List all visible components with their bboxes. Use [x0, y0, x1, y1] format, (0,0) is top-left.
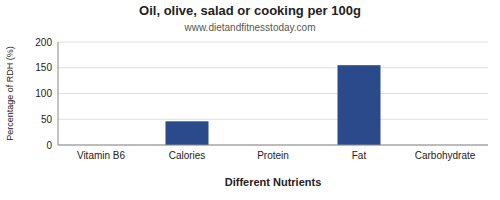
y-axis-line — [58, 42, 59, 145]
subtitle: www.dietandfitnesstoday.com — [184, 22, 316, 33]
bar — [338, 65, 381, 145]
y-axis-title: Percentage of RDH (%) — [5, 46, 15, 141]
y-tick-label: 0 — [46, 140, 52, 151]
bars — [166, 65, 381, 145]
grid-line — [58, 119, 488, 120]
chart-svg: Oil, olive, salad or cooking per 100g www… — [0, 0, 500, 200]
x-tick-label: Calories — [169, 150, 206, 161]
grid-line — [58, 145, 488, 146]
chart-container: Oil, olive, salad or cooking per 100g www… — [0, 0, 500, 200]
x-axis-title: Different Nutrients — [225, 176, 322, 188]
grid-line — [58, 42, 488, 43]
x-axis-line — [58, 145, 488, 146]
x-tick-label: Fat — [352, 150, 367, 161]
grid-line — [58, 93, 488, 94]
x-tick-label: Carbohydrate — [415, 150, 476, 161]
grid-line — [58, 67, 488, 68]
x-tick-label: Protein — [257, 150, 289, 161]
y-tick-label: 200 — [35, 37, 52, 48]
y-tick-label: 100 — [35, 88, 52, 99]
bar — [166, 121, 209, 145]
y-tick-label: 50 — [41, 114, 53, 125]
title: Oil, olive, salad or cooking per 100g — [139, 3, 361, 18]
y-tick-label: 150 — [35, 62, 52, 73]
x-tick-label: Vitamin B6 — [77, 150, 126, 161]
